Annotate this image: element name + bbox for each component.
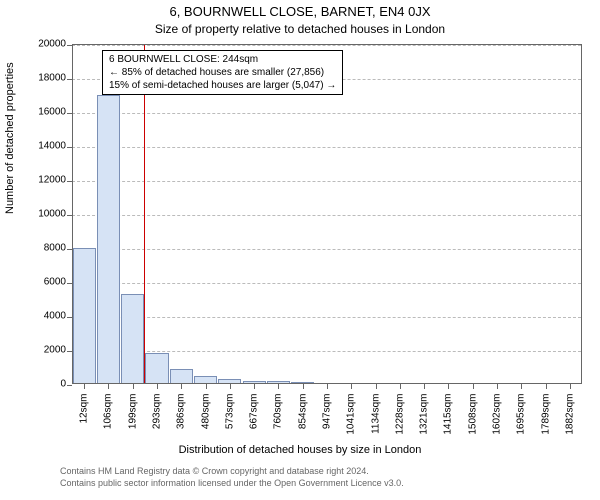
y-tick: [67, 113, 72, 114]
x-tick: [327, 384, 328, 389]
x-tick-label: 1508sqm: [467, 394, 478, 454]
plot-inner: [72, 45, 581, 384]
attribution-line-1: Contains HM Land Registry data © Crown c…: [60, 466, 580, 478]
x-tick-label: 854sqm: [297, 394, 308, 454]
x-tick-label: 1041sqm: [346, 394, 357, 454]
y-tick: [67, 215, 72, 216]
x-tick: [351, 384, 352, 389]
y-tick-label: 10000: [16, 209, 66, 220]
y-axis-line: [72, 45, 73, 384]
y-tick: [67, 181, 72, 182]
x-tick: [157, 384, 158, 389]
x-tick: [133, 384, 134, 389]
y-tick: [67, 45, 72, 46]
y-tick-label: 20000: [16, 39, 66, 50]
x-tick: [206, 384, 207, 389]
histogram-bar: [73, 248, 96, 384]
annotation-box: 6 BOURNWELL CLOSE: 244sqm← 85% of detach…: [102, 50, 343, 95]
histogram-bar: [170, 369, 193, 384]
x-tick-label: 760sqm: [273, 394, 284, 454]
y-tick-label: 2000: [16, 345, 66, 356]
x-tick: [303, 384, 304, 389]
chart-title: 6, BOURNWELL CLOSE, BARNET, EN4 0JX: [0, 4, 600, 19]
y-tick-label: 0: [16, 379, 66, 390]
x-tick: [108, 384, 109, 389]
gridline: [72, 283, 581, 284]
reference-line: [144, 45, 145, 384]
gridline: [72, 249, 581, 250]
x-tick-label: 1228sqm: [394, 394, 405, 454]
x-tick: [254, 384, 255, 389]
x-tick: [278, 384, 279, 389]
y-tick-label: 4000: [16, 311, 66, 322]
y-tick: [67, 249, 72, 250]
annotation-line: 15% of semi-detached houses are larger (…: [109, 79, 336, 92]
x-tick-label: 947sqm: [322, 394, 333, 454]
histogram-bar: [121, 294, 144, 384]
y-tick: [67, 147, 72, 148]
x-tick-label: 1602sqm: [492, 394, 503, 454]
x-tick-label: 667sqm: [249, 394, 260, 454]
x-tick: [448, 384, 449, 389]
y-tick-label: 12000: [16, 175, 66, 186]
histogram-bar: [145, 353, 168, 384]
y-tick: [67, 385, 72, 386]
attribution-line-2: Contains public sector information licen…: [60, 478, 580, 490]
x-tick-label: 386sqm: [176, 394, 187, 454]
chart-subtitle: Size of property relative to detached ho…: [0, 22, 600, 36]
histogram-bar: [97, 95, 120, 384]
x-tick-label: 1134sqm: [370, 394, 381, 454]
y-tick: [67, 351, 72, 352]
gridline: [72, 215, 581, 216]
x-tick-label: 199sqm: [127, 394, 138, 454]
x-tick-label: 12sqm: [79, 394, 90, 454]
y-tick-label: 14000: [16, 141, 66, 152]
y-tick-label: 6000: [16, 277, 66, 288]
x-tick-label: 293sqm: [152, 394, 163, 454]
x-tick: [424, 384, 425, 389]
y-tick: [67, 79, 72, 80]
y-tick-label: 18000: [16, 73, 66, 84]
gridline: [72, 147, 581, 148]
x-tick: [570, 384, 571, 389]
annotation-line: ← 85% of detached houses are smaller (27…: [109, 66, 336, 79]
y-tick: [67, 283, 72, 284]
chart-container: 6, BOURNWELL CLOSE, BARNET, EN4 0JX Size…: [0, 0, 600, 500]
plot-area: [72, 44, 582, 384]
gridline: [72, 351, 581, 352]
x-tick: [473, 384, 474, 389]
gridline: [72, 113, 581, 114]
x-tick-label: 1789sqm: [540, 394, 551, 454]
y-tick-label: 16000: [16, 107, 66, 118]
x-tick-label: 1695sqm: [516, 394, 527, 454]
x-tick-label: 106sqm: [103, 394, 114, 454]
x-tick: [400, 384, 401, 389]
x-tick: [376, 384, 377, 389]
y-tick-label: 8000: [16, 243, 66, 254]
x-tick-label: 1415sqm: [443, 394, 454, 454]
y-axis-label: Number of detached properties: [4, 62, 16, 214]
gridline: [72, 181, 581, 182]
x-tick-label: 480sqm: [200, 394, 211, 454]
annotation-line: 6 BOURNWELL CLOSE: 244sqm: [109, 53, 336, 66]
x-tick: [84, 384, 85, 389]
x-tick: [521, 384, 522, 389]
x-tick-label: 573sqm: [224, 394, 235, 454]
x-tick: [181, 384, 182, 389]
x-tick-label: 1321sqm: [419, 394, 430, 454]
x-tick: [230, 384, 231, 389]
y-tick: [67, 317, 72, 318]
x-tick: [497, 384, 498, 389]
x-tick: [546, 384, 547, 389]
x-tick-label: 1882sqm: [564, 394, 575, 454]
gridline: [72, 45, 581, 46]
gridline: [72, 317, 581, 318]
